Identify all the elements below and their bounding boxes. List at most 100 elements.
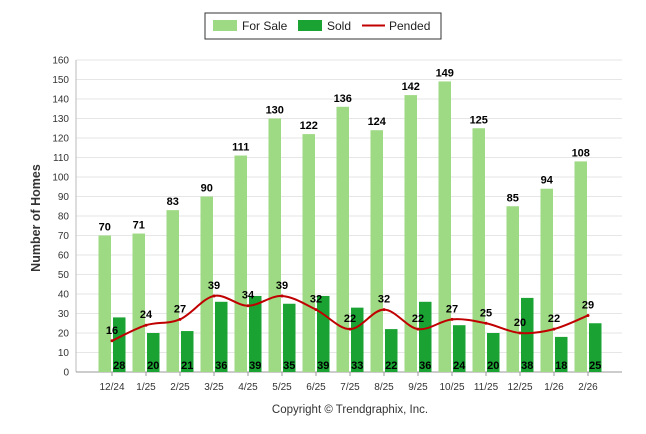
- bar-for-sale[interactable]: [132, 233, 146, 372]
- bar-sold[interactable]: [181, 331, 194, 372]
- x-tick-label: 4/25: [238, 382, 258, 393]
- pended-value-label: 32: [310, 294, 322, 306]
- y-axis-title: Number of Homes: [29, 164, 43, 272]
- bar-for-sale[interactable]: [472, 128, 486, 372]
- sold-value-label: 24: [453, 360, 466, 372]
- legend-label-sold: Sold: [327, 19, 351, 33]
- pended-value-label: 27: [174, 303, 186, 315]
- pended-point[interactable]: [110, 339, 114, 343]
- bar-sold[interactable]: [487, 333, 500, 372]
- bar-sold[interactable]: [283, 303, 296, 372]
- for-sale-value-label: 130: [266, 105, 284, 117]
- pended-point[interactable]: [518, 331, 522, 335]
- y-tick-label: 160: [52, 56, 69, 67]
- bar-for-sale[interactable]: [302, 134, 316, 372]
- pended-point[interactable]: [178, 317, 182, 321]
- sold-value-label: 21: [181, 360, 193, 372]
- bar-for-sale[interactable]: [540, 188, 554, 372]
- pended-point[interactable]: [314, 308, 318, 312]
- legend-label-for-sale: For Sale: [242, 19, 288, 33]
- sold-value-label: 39: [317, 360, 329, 372]
- bar-for-sale[interactable]: [98, 235, 112, 373]
- sold-value-label: 22: [385, 360, 397, 372]
- sold-value-label: 36: [215, 360, 227, 372]
- copyright-text: Copyright © Trendgraphix, Inc.: [272, 404, 428, 416]
- bar-for-sale[interactable]: [574, 161, 588, 372]
- sold-value-label: 20: [487, 360, 499, 372]
- bar-for-sale[interactable]: [370, 130, 384, 372]
- bar-sold[interactable]: [589, 323, 602, 372]
- for-sale-value-label: 142: [402, 81, 420, 93]
- bar-for-sale[interactable]: [234, 155, 248, 372]
- pended-value-label: 39: [208, 280, 220, 292]
- for-sale-value-label: 83: [167, 196, 179, 208]
- bar-sold[interactable]: [215, 301, 228, 372]
- bar-sold[interactable]: [419, 301, 432, 372]
- pended-value-label: 22: [344, 313, 356, 325]
- legend-swatch-sold: [298, 20, 322, 31]
- x-tick-label: 11/25: [474, 382, 499, 393]
- bar-sold[interactable]: [113, 317, 126, 372]
- pended-point[interactable]: [144, 323, 148, 327]
- legend[interactable]: For Sale Sold Pended: [204, 12, 442, 40]
- sold-value-label: 36: [419, 360, 431, 372]
- sold-value-label: 28: [113, 360, 125, 372]
- pended-value-label: 27: [446, 303, 458, 315]
- pended-point[interactable]: [552, 327, 556, 331]
- pended-point[interactable]: [484, 321, 488, 325]
- bar-for-sale[interactable]: [166, 210, 180, 372]
- pended-point[interactable]: [348, 327, 352, 331]
- for-sale-value-label: 111: [232, 142, 249, 154]
- x-tick-label: 6/25: [306, 382, 326, 393]
- pended-line-series: [110, 294, 590, 343]
- for-sale-value-label: 85: [507, 192, 519, 204]
- bar-for-sale[interactable]: [336, 106, 350, 373]
- legend-swatch-for-sale: [213, 20, 237, 31]
- bar-for-sale[interactable]: [404, 95, 418, 372]
- pended-point[interactable]: [246, 304, 250, 308]
- bar-series: [98, 81, 602, 373]
- for-sale-value-label: 108: [572, 147, 590, 159]
- bar-for-sale[interactable]: [506, 206, 520, 372]
- pended-point[interactable]: [586, 313, 590, 317]
- sold-value-label: 38: [521, 360, 533, 372]
- pended-value-label: 25: [480, 307, 492, 319]
- x-tick-label: 10/25: [439, 382, 464, 393]
- sold-value-label: 18: [555, 360, 567, 372]
- y-tick-label: 10: [58, 348, 70, 359]
- pended-point[interactable]: [382, 308, 386, 312]
- y-tick-label: 60: [58, 251, 70, 262]
- pended-value-label: 29: [582, 299, 594, 311]
- pended-point[interactable]: [212, 294, 216, 298]
- pended-value-label: 24: [140, 309, 153, 321]
- y-tick-label: 140: [52, 95, 69, 106]
- for-sale-value-label: 125: [470, 114, 488, 126]
- for-sale-value-label: 136: [334, 93, 352, 105]
- bar-sold[interactable]: [453, 325, 466, 372]
- pended-value-label: 16: [106, 325, 118, 337]
- for-sale-value-label: 149: [436, 67, 454, 79]
- bar-for-sale[interactable]: [438, 81, 452, 372]
- x-tick-label: 7/25: [340, 382, 360, 393]
- bar-sold[interactable]: [385, 329, 398, 372]
- bar-sold[interactable]: [147, 333, 160, 372]
- bar-sold[interactable]: [555, 336, 568, 372]
- pended-point[interactable]: [416, 327, 420, 331]
- x-tick-label: 8/25: [374, 382, 394, 393]
- x-tick-label: 1/26: [544, 382, 564, 393]
- y-tick-label: 90: [58, 192, 70, 203]
- x-tick-label: 5/25: [272, 382, 292, 393]
- y-tick-label: 130: [52, 114, 69, 125]
- pended-point[interactable]: [450, 317, 454, 321]
- x-tick-label: 12/24: [99, 382, 124, 393]
- sold-value-label: 25: [589, 360, 601, 372]
- pended-value-label: 32: [378, 294, 390, 306]
- bar-sold[interactable]: [317, 295, 330, 372]
- bar-for-sale[interactable]: [200, 196, 214, 373]
- pended-point[interactable]: [280, 294, 284, 298]
- y-tick-label: 100: [52, 173, 69, 184]
- bar-sold[interactable]: [249, 295, 262, 372]
- bar-sold[interactable]: [521, 297, 534, 372]
- bar-for-sale[interactable]: [268, 118, 282, 373]
